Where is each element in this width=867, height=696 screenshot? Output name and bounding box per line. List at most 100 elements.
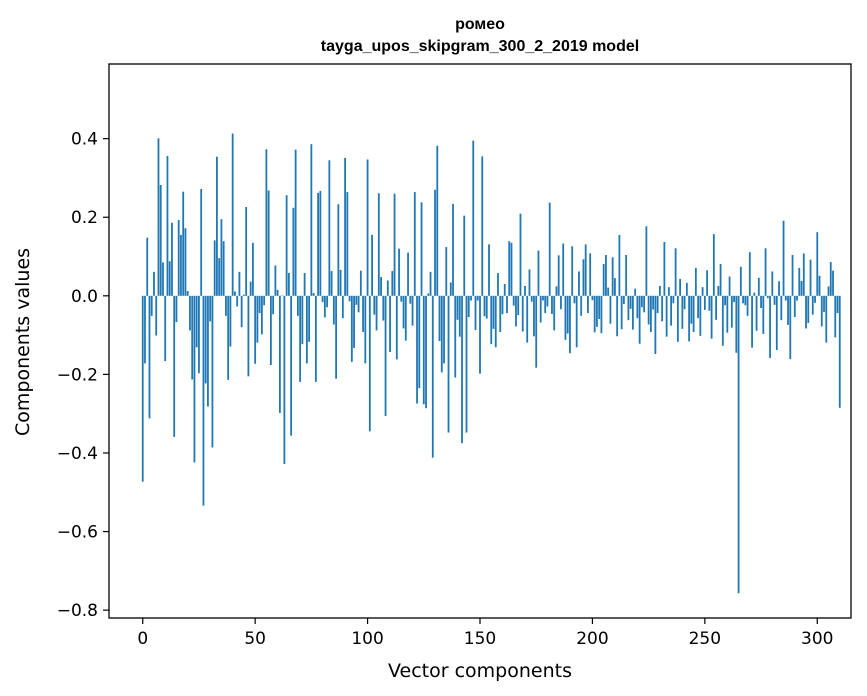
bar: [436, 145, 439, 296]
bar: [202, 295, 205, 506]
bar: [395, 295, 398, 360]
bar: [144, 295, 146, 364]
bar: [789, 295, 792, 360]
bar: [449, 282, 452, 296]
bar: [434, 189, 436, 296]
x-tick-label: 150: [464, 629, 496, 649]
bar: [667, 287, 670, 296]
bar: [805, 295, 807, 329]
y-tick-label: −0.6: [57, 523, 98, 543]
bar: [481, 156, 484, 296]
bar: [312, 293, 315, 296]
bar: [238, 271, 241, 296]
bar: [146, 237, 149, 296]
bar: [153, 271, 155, 296]
bar: [654, 295, 657, 354]
bar: [551, 295, 553, 314]
bar: [229, 295, 232, 347]
bar: [600, 295, 603, 334]
bar: [193, 295, 196, 463]
bar: [519, 213, 522, 296]
bar: [470, 295, 472, 301]
bar: [249, 281, 252, 296]
y-tick-label: 0.4: [71, 130, 98, 150]
bar: [625, 254, 628, 296]
y-tick-label: −0.4: [57, 444, 98, 464]
bar: [303, 273, 306, 296]
bar: [676, 295, 679, 342]
bar: [377, 193, 380, 296]
bar: [494, 295, 497, 348]
bar: [231, 133, 234, 296]
y-axis: −0.8 −0.6 −0.4 −0.2 0.0 0.2 0.4: [57, 130, 109, 621]
bar: [413, 192, 416, 296]
bar: [699, 295, 702, 336]
bar: [317, 192, 320, 296]
bars: [141, 133, 841, 594]
bar: [483, 295, 486, 317]
bar: [656, 295, 659, 314]
bar: [616, 295, 619, 337]
bar: [461, 295, 463, 444]
bar: [353, 295, 355, 349]
bar: [357, 295, 360, 313]
bar: [252, 242, 254, 296]
bar: [719, 263, 722, 296]
bar: [661, 295, 664, 322]
bar: [400, 295, 403, 302]
bar: [634, 288, 637, 296]
bar: [589, 253, 592, 296]
bar: [184, 228, 187, 296]
bar: [218, 258, 221, 296]
bar: [465, 295, 468, 433]
bar: [787, 295, 789, 325]
bar: [278, 295, 281, 413]
bar: [314, 295, 317, 382]
bar: [712, 234, 715, 296]
bar: [467, 295, 470, 318]
bar: [328, 160, 331, 296]
bar: [207, 295, 209, 407]
bar: [341, 295, 344, 319]
bar: [290, 295, 293, 436]
bar: [721, 295, 724, 346]
bar: [820, 295, 823, 327]
bar: [782, 220, 785, 296]
bar: [573, 295, 576, 304]
bar: [260, 295, 263, 335]
bar: [614, 278, 616, 296]
bar: [263, 295, 266, 306]
bar: [506, 295, 508, 314]
bar: [766, 295, 769, 299]
bar: [530, 295, 533, 302]
bar: [694, 267, 697, 296]
bar: [180, 234, 182, 296]
bar: [629, 295, 632, 309]
bar: [236, 295, 239, 307]
bar: [798, 267, 801, 296]
bar: [476, 295, 479, 301]
bar: [793, 295, 796, 318]
bar: [708, 295, 711, 311]
bar: [200, 188, 203, 296]
bar: [578, 271, 580, 296]
bar: [189, 295, 191, 331]
bar: [225, 295, 227, 316]
bar: [560, 295, 562, 310]
x-tick-label: 300: [801, 629, 833, 649]
bar: [596, 295, 598, 327]
bar: [764, 248, 767, 296]
chart-title: ромео: [455, 16, 505, 33]
bar: [445, 247, 448, 296]
bar: [652, 295, 655, 310]
bar: [773, 295, 776, 305]
bar: [575, 295, 578, 348]
bar: [726, 295, 729, 333]
bar: [834, 295, 837, 338]
bar: [753, 292, 756, 296]
bar: [472, 140, 475, 296]
bar: [490, 295, 493, 345]
bar: [620, 295, 623, 330]
bar: [690, 295, 693, 324]
bar: [191, 295, 194, 380]
